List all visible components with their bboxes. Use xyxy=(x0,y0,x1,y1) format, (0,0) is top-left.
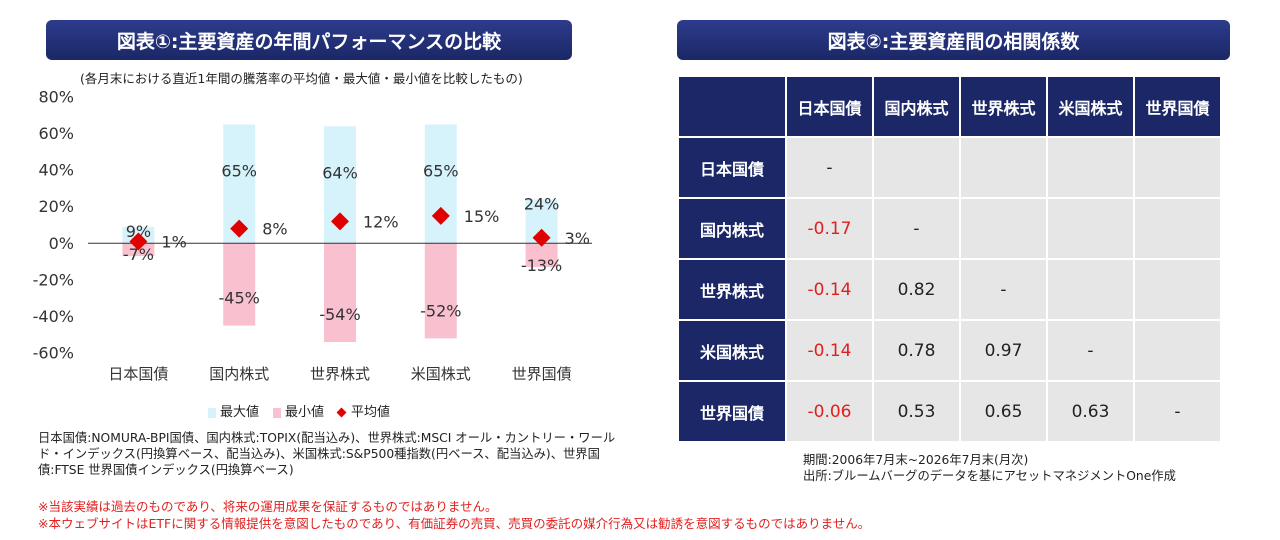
table-cell: - xyxy=(1135,382,1220,441)
row-header: 世界国債 xyxy=(679,382,785,441)
table-corner xyxy=(679,77,785,136)
chart-legend: 最大値 最小値 平均値 xyxy=(208,401,390,420)
x-tick-label: 世界国債 xyxy=(512,365,572,383)
table-cell: - xyxy=(874,199,959,258)
table-row: 米国株式 -0.14 0.78 0.97 - xyxy=(679,321,1220,380)
row-header: 日本国債 xyxy=(679,138,785,197)
disclaimer-line: ※当該実績は過去のものであり、将来の運用成果を保証するものではありません。 xyxy=(38,499,498,514)
table-header-row: 日本国債 国内株式 世界株式 米国株式 世界国債 xyxy=(679,77,1220,136)
x-tick-label: 米国株式 xyxy=(411,365,471,383)
right-panel-title: 図表②:主要資産間の相関係数 xyxy=(677,20,1230,60)
data-label-min: -45% xyxy=(219,289,260,308)
column-header: 世界株式 xyxy=(961,77,1046,136)
data-label-max: 9% xyxy=(126,222,151,241)
table-cell: -0.17 xyxy=(787,199,872,258)
table-row: 世界株式 -0.14 0.82 - xyxy=(679,260,1220,319)
x-tick-label: 日本国債 xyxy=(108,365,168,383)
bar-min xyxy=(525,243,558,268)
performance-chart: -60% -40% -20% 0% 20% 40% 60% 80% 9% -7% 1% 日本国債 65%… xyxy=(33,88,592,383)
table-cell xyxy=(1135,260,1220,319)
y-tick-label: 80% xyxy=(38,88,74,107)
correlation-table: 日本国債 国内株式 世界株式 米国株式 世界国債 日本国債 - 国内株式 -0.… xyxy=(677,75,1222,443)
y-tick-label: 0% xyxy=(49,234,74,253)
table-cell: -0.06 xyxy=(787,382,872,441)
table-cell: -0.14 xyxy=(787,321,872,380)
table-row: 世界国債 -0.06 0.53 0.65 0.63 - xyxy=(679,382,1220,441)
column-header: 日本国債 xyxy=(787,77,872,136)
y-tick-label: 60% xyxy=(38,124,74,143)
period-note: 期間:2006年7月末~2026年7月末(月次) xyxy=(803,453,1029,467)
y-tick-label: 40% xyxy=(38,161,74,180)
data-label-min: -52% xyxy=(420,301,461,320)
data-label-max: 65% xyxy=(221,161,257,180)
data-label-avg: 3% xyxy=(565,229,590,248)
table-cell: 0.78 xyxy=(874,321,959,380)
source-note: 出所:ブルームバーグのデータを基にアセットマネジメントOne作成 xyxy=(803,469,1176,483)
avg-marker xyxy=(532,228,551,247)
column-header: 米国株式 xyxy=(1048,77,1133,136)
data-label-avg: 12% xyxy=(363,212,399,231)
avg-marker xyxy=(230,219,249,238)
table-cell xyxy=(961,138,1046,197)
data-label-min: -13% xyxy=(521,256,562,275)
table-cell xyxy=(1135,138,1220,197)
bar-min xyxy=(424,243,457,339)
data-label-max: 24% xyxy=(524,194,560,213)
table-row: 日本国債 - xyxy=(679,138,1220,197)
table-cell xyxy=(961,199,1046,258)
legend-item-max: 最大値 xyxy=(208,401,259,420)
data-label-avg: 8% xyxy=(262,220,287,239)
x-tick-label: 国内株式 xyxy=(209,365,269,383)
column-header: 国内株式 xyxy=(874,77,959,136)
row-header: 国内株式 xyxy=(679,199,785,258)
legend-item-avg: 平均値 xyxy=(336,401,390,420)
table-cell: - xyxy=(787,138,872,197)
data-label-min: -54% xyxy=(319,305,360,324)
data-label-avg: 15% xyxy=(464,207,500,226)
y-tick-label: -20% xyxy=(33,270,74,289)
table-cell: - xyxy=(961,260,1046,319)
avg-marker xyxy=(331,212,349,231)
table-cell xyxy=(1048,260,1133,319)
left-panel-title: 図表①:主要資産の年間パフォーマンスの比較 xyxy=(46,20,572,60)
avg-marker xyxy=(129,232,148,251)
table-cell: 0.65 xyxy=(961,382,1046,441)
y-tick-label: 20% xyxy=(38,197,74,216)
row-header: 世界株式 xyxy=(679,260,785,319)
disclaimer-line: ※本ウェブサイトはETFに関する情報提供を意図したものであり、有価証券の売買、売… xyxy=(38,516,871,531)
bar-min xyxy=(324,243,356,343)
table-cell xyxy=(1048,199,1133,258)
table-cell: 0.97 xyxy=(961,321,1046,380)
table-cell xyxy=(1048,138,1133,197)
bar-max xyxy=(424,124,457,244)
x-tick-label: 世界株式 xyxy=(310,365,370,383)
chart-subtitle: (各月末における直近1年間の騰落率の平均値・最大値・最小値を比較したもの) xyxy=(80,71,523,86)
data-label-min: -7% xyxy=(123,245,154,264)
table-cell: 0.82 xyxy=(874,260,959,319)
index-note: 日本国債:NOMURA-BPI国債、国内株式:TOPIX(配当込み)、世界株式:… xyxy=(38,431,616,477)
table-footnote: 期間:2006年7月末~2026年7月末(月次) 出所:ブルームバーグのデータを… xyxy=(803,452,1176,484)
table-cell: -0.14 xyxy=(787,260,872,319)
data-label-max: 65% xyxy=(423,161,459,180)
table-cell xyxy=(1135,321,1220,380)
column-header: 世界国債 xyxy=(1135,77,1220,136)
legend-item-min: 最小値 xyxy=(273,401,324,420)
table-cell xyxy=(874,138,959,197)
table-cell: 0.63 xyxy=(1048,382,1133,441)
disclaimer: ※当該実績は過去のものであり、将来の運用成果を保証するものではありません。 ※本… xyxy=(38,498,870,532)
data-label-avg: 1% xyxy=(161,232,186,251)
bar-min xyxy=(223,243,256,326)
y-tick-label: -60% xyxy=(33,344,74,363)
table-cell: 0.53 xyxy=(874,382,959,441)
avg-marker xyxy=(431,206,450,225)
data-label-max: 64% xyxy=(322,163,358,182)
y-tick-label: -40% xyxy=(33,307,74,326)
row-header: 米国株式 xyxy=(679,321,785,380)
table-cell: - xyxy=(1048,321,1133,380)
table-row: 国内株式 -0.17 - xyxy=(679,199,1220,258)
table-cell xyxy=(1135,199,1220,258)
